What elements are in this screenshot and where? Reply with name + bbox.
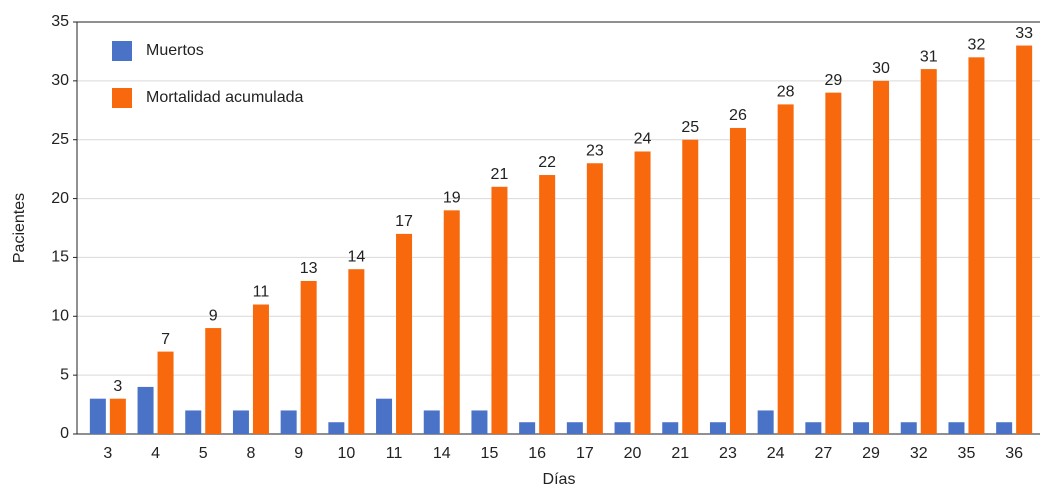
bar [996, 422, 1013, 434]
data-label: 22 [538, 154, 556, 171]
data-label: 31 [920, 48, 938, 65]
bar [614, 422, 631, 434]
bar [586, 163, 603, 434]
bar [634, 151, 651, 434]
legend-label: Mortalidad acumulada [146, 89, 304, 106]
data-label: 24 [634, 131, 652, 148]
bar [709, 422, 726, 434]
y-tick-label: 0 [60, 425, 69, 442]
bar [205, 328, 222, 434]
x-tick-label: 11 [386, 445, 403, 462]
data-label: 28 [777, 84, 795, 101]
data-label: 7 [161, 331, 170, 348]
y-tick-label: 20 [51, 190, 69, 207]
y-tick-label: 35 [51, 13, 69, 30]
x-tick-label: 35 [958, 445, 976, 462]
bar [348, 269, 365, 434]
y-tick-label: 15 [51, 249, 69, 266]
x-tick-label: 29 [862, 445, 880, 462]
bar [232, 410, 249, 434]
x-tick-label: 14 [433, 445, 451, 462]
x-tick-label: 3 [103, 445, 112, 462]
bar [662, 422, 679, 434]
data-label: 11 [253, 284, 270, 301]
bar [109, 398, 126, 434]
bar [443, 210, 460, 434]
x-tick-label: 10 [337, 445, 355, 462]
data-label: 32 [968, 37, 986, 54]
y-tick-label: 30 [51, 72, 69, 89]
bar [252, 304, 269, 434]
x-tick-label: 21 [671, 445, 689, 462]
data-label: 19 [443, 190, 461, 207]
bar [1016, 45, 1033, 435]
y-tick-label: 25 [51, 131, 69, 148]
bar [853, 422, 870, 434]
y-tick-label: 5 [60, 366, 69, 383]
legend-label: Muertos [146, 42, 204, 59]
data-label: 9 [209, 307, 218, 324]
bar [873, 80, 890, 434]
bar [729, 127, 746, 434]
bar [137, 386, 154, 434]
bar [423, 410, 440, 434]
x-tick-label: 16 [528, 445, 546, 462]
data-label: 33 [1015, 25, 1033, 42]
bar [920, 69, 937, 434]
x-tick-label: 32 [910, 445, 928, 462]
x-tick-label: 17 [576, 445, 594, 462]
bar [757, 410, 774, 434]
data-label: 26 [729, 107, 747, 124]
bar [805, 422, 822, 434]
bar [185, 410, 202, 434]
bar [519, 422, 536, 434]
bar [682, 139, 699, 434]
x-tick-label: 8 [246, 445, 255, 462]
x-tick-label: 27 [814, 445, 832, 462]
bar [471, 410, 488, 434]
bar [328, 422, 345, 434]
data-label: 23 [586, 142, 604, 159]
legend-swatch [112, 41, 132, 61]
x-tick-label: 36 [1005, 445, 1023, 462]
x-tick-label: 9 [294, 445, 303, 462]
bar [825, 92, 842, 434]
data-label: 17 [395, 213, 413, 230]
data-label: 14 [347, 248, 365, 265]
bar [396, 233, 413, 434]
data-label: 29 [824, 72, 842, 89]
bar [948, 422, 965, 434]
bar [566, 422, 583, 434]
bar [777, 104, 794, 435]
data-label: 21 [491, 166, 509, 183]
x-tick-label: 15 [481, 445, 499, 462]
x-tick-label: 20 [624, 445, 642, 462]
bar [300, 280, 317, 434]
bar [968, 57, 985, 435]
data-label: 3 [113, 378, 122, 395]
data-label: 25 [681, 119, 699, 136]
data-label: 30 [872, 60, 890, 77]
legend-swatch [112, 88, 132, 108]
x-tick-label: 5 [199, 445, 208, 462]
y-axis-label: Pacientes [11, 193, 28, 263]
data-label: 13 [300, 260, 318, 277]
bar [280, 410, 297, 434]
y-tick-label: 10 [51, 308, 69, 325]
bar [157, 351, 174, 434]
bar [539, 175, 556, 434]
x-axis-label: Días [543, 471, 576, 488]
bar [900, 422, 917, 434]
x-tick-label: 4 [151, 445, 160, 462]
x-tick-label: 24 [767, 445, 785, 462]
bar [376, 398, 393, 434]
bar [491, 186, 508, 434]
x-tick-label: 23 [719, 445, 737, 462]
bar [89, 398, 106, 434]
